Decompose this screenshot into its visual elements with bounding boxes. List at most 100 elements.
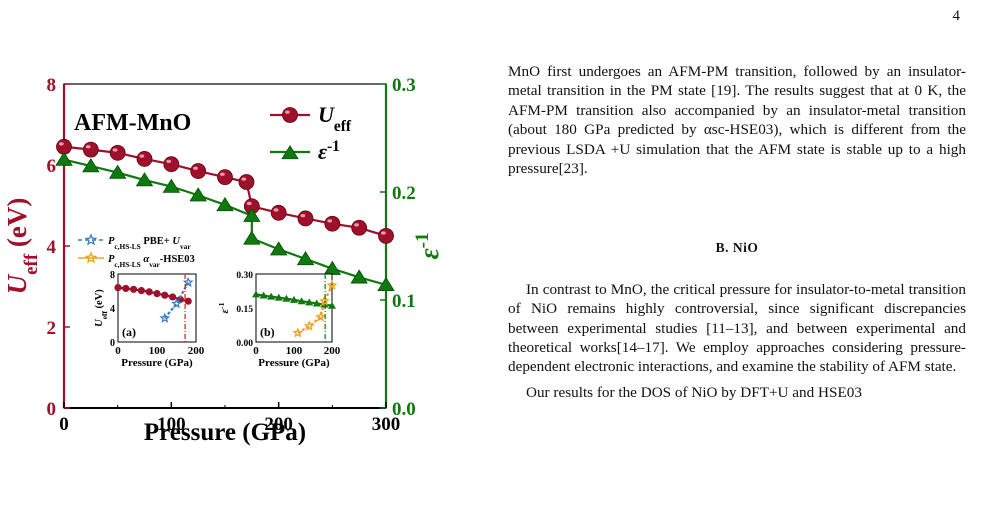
inset-a-pc-line [163, 281, 190, 319]
eps-marker [377, 276, 395, 292]
inset-a-x-tick: 100 [149, 345, 166, 357]
x-axis-title: Pressure (GPa) [144, 419, 306, 446]
inset-b-pc-star [326, 279, 338, 290]
inset-b-x-tick: 200 [324, 345, 341, 357]
ueff-point-highlight [354, 223, 359, 227]
ueff-point [238, 174, 255, 190]
ueff-marker [82, 141, 99, 158]
inset-a-ueff-point [114, 284, 122, 292]
inset-legend-orange-star [84, 251, 98, 264]
ueff-marker [297, 210, 314, 227]
ueff-point-highlight [241, 177, 247, 181]
y-left-tick-label: 2 [47, 318, 57, 339]
ueff-point [282, 107, 298, 123]
ueff-point-highlight [139, 154, 145, 158]
y-left-tick-label: 6 [47, 156, 57, 177]
y-right-tick-label: 0.0 [392, 399, 416, 420]
inset-b-pc-star [318, 295, 330, 306]
eps-marker [135, 172, 154, 187]
inset-b-pc-star [292, 327, 304, 338]
ueff-marker [324, 215, 341, 232]
y-left-tick-label: 8 [47, 75, 57, 96]
inset-a-ueff-point [122, 284, 130, 293]
inset-a-y-title: Ueff (eV) [94, 289, 109, 327]
inset-b-frame [255, 273, 333, 343]
inset-a-pc-star [159, 312, 171, 323]
ueff-marker [378, 227, 394, 244]
y-right-tick-label: 0.3 [392, 75, 416, 96]
ueff-point-highlight [300, 213, 306, 218]
inset-legend-orange-label: Pc,HS-LS αvar-HSE03 [108, 254, 195, 269]
inset-a-ueff-point [137, 286, 145, 295]
inset-a-ueff-point [153, 289, 161, 298]
ueff-point-highlight [246, 201, 252, 206]
ueff-point-highlight [219, 172, 225, 176]
x-tick-label: 200 [264, 414, 293, 435]
ueff-marker [109, 144, 126, 161]
inset-legend-blue-star [84, 233, 98, 246]
inset-a-ueff-point [161, 291, 169, 299]
inset-a-frame [117, 273, 197, 343]
inset-a-ueff-point [169, 293, 177, 301]
ueff-point-highlight [193, 166, 198, 170]
ueff-point [297, 210, 314, 227]
ueff-point [217, 169, 233, 186]
eps-marker [162, 178, 181, 193]
inset-b-pc-star [303, 320, 315, 331]
ueff-point-highlight [166, 159, 172, 163]
inset-b-eps-point [305, 298, 314, 306]
y-left-axis-title: Ueff (eV) [2, 198, 42, 295]
inset-b-eps-point [297, 297, 306, 305]
paragraph-mno: MnO first undergoes an AFM-PM transition… [508, 63, 966, 178]
legend-ueff-marker [282, 107, 298, 123]
inset-b-x-tick: 0 [253, 345, 259, 357]
inset-b-eps-point [274, 293, 283, 301]
inset-b-y-title: ε-1 [217, 302, 232, 313]
ueff-point-highlight [273, 208, 279, 212]
eps-marker [323, 260, 342, 275]
y-right-tick-label: 0.1 [392, 291, 416, 312]
y-right-tick-label: 0.2 [392, 183, 416, 204]
inset-b-panel-label: (b) [260, 325, 275, 339]
inset-a-ueff-point [130, 285, 138, 293]
paragraph-nio-dos: Our results for the DOS of NiO by DFT+U … [526, 383, 862, 401]
inset-b-eps-point [312, 299, 321, 307]
ueff-marker [270, 204, 287, 221]
y-left-tick-label: 0 [47, 399, 57, 420]
ueff-marker [217, 169, 233, 186]
ueff-point [190, 163, 207, 179]
inset-a-y-tick: 4 [110, 304, 115, 315]
inset-a-x-title: Pressure (GPa) [121, 357, 193, 369]
y-left-tick-label: 4 [47, 237, 57, 258]
legend-eps-label: ε-1 [318, 138, 340, 165]
inset-a-y-tick: 8 [110, 270, 115, 281]
ueff-point [82, 141, 99, 158]
ueff-point [324, 215, 341, 232]
ueff-point-highlight [284, 110, 290, 114]
inset-b-eps-point [267, 292, 276, 300]
ueff-marker [351, 219, 368, 236]
ueff-point [136, 151, 153, 167]
ueff-point [270, 204, 287, 221]
inset-b-y-tick: 0.00 [236, 339, 253, 349]
y-right-axis-title: ε-1 [412, 233, 445, 260]
inset-a-x-tick: 200 [188, 345, 205, 357]
section-heading-nio: B. NiO [715, 240, 759, 256]
ueff-marker [163, 156, 180, 173]
inset-b-y-tick: 0.15 [236, 305, 253, 315]
legend-ueff-label: Ueff [318, 102, 352, 135]
x-tick-label: 100 [157, 414, 186, 435]
inset-a-pc-star [171, 298, 182, 309]
ueff-point-highlight [85, 145, 91, 149]
eps-marker [243, 207, 261, 222]
inset-a-ueff-point [145, 288, 153, 296]
eps-marker [296, 250, 315, 266]
x-tick-label: 0 [59, 414, 69, 435]
inset-b-x-title: Pressure (GPa) [258, 357, 330, 369]
eps-marker [82, 158, 100, 173]
eps-marker [108, 164, 127, 179]
inset-a-panel-label: (a) [122, 325, 136, 339]
eps-marker [350, 269, 368, 284]
figure-pressure-ueff: 0 100 200 300 0 2 4 6 8 0.0 0.1 0.2 0.3 Pressure (GPa… [0, 60, 470, 506]
inset-a-x-tick: 0 [115, 345, 121, 357]
